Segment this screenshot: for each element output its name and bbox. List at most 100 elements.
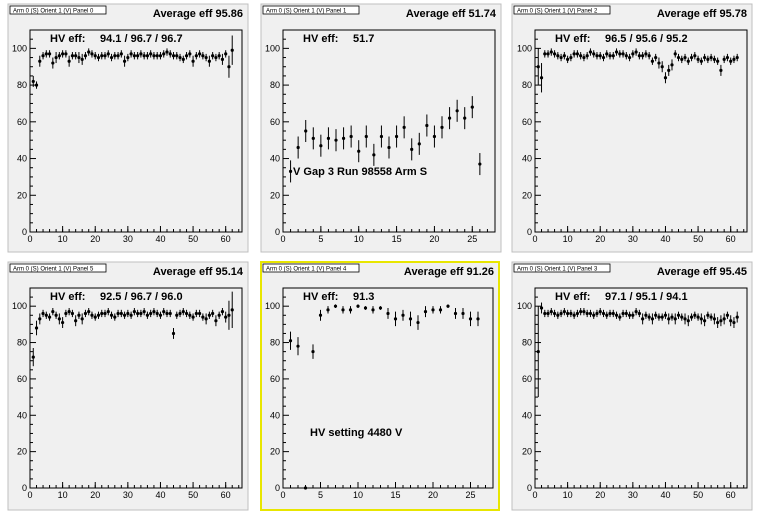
data-point (113, 315, 117, 319)
data-point (569, 311, 573, 316)
data-point (432, 134, 437, 139)
x-tick-label: 5 (318, 234, 323, 244)
y-tick-label: 0 (22, 483, 27, 493)
pad-title-box (513, 5, 611, 15)
data-point (401, 313, 405, 317)
data-point (224, 52, 228, 56)
y-tick-label: 0 (275, 227, 280, 237)
y-tick-label: 0 (527, 483, 532, 493)
x-tick-label: 60 (726, 234, 736, 244)
x-tick-label: 20 (90, 234, 100, 244)
data-point (136, 311, 140, 316)
data-point (149, 311, 153, 316)
data-point (579, 310, 583, 314)
hv-eff-values: 51.7 (353, 33, 374, 45)
average-eff-label: Average eff 51.74 (406, 8, 497, 20)
y-tick-label: 40 (270, 154, 280, 164)
data-point (227, 65, 231, 69)
data-point (175, 54, 179, 58)
panel-5[interactable]: Arm 0 (S) Orient 1 (V) Panel 3 Average ef… (511, 261, 753, 511)
data-point (657, 61, 661, 65)
data-point (288, 339, 293, 343)
data-point (552, 52, 557, 56)
data-point (80, 317, 84, 321)
pad-title: Arm 0 (S) Orient 1 (V) Panel 3 (517, 267, 598, 273)
pad-title: Arm 0 (S) Orient 1 (V) Panel 5 (13, 267, 94, 273)
data-point (455, 109, 459, 113)
data-point (634, 310, 638, 314)
data-point (608, 54, 612, 58)
data-point (87, 50, 91, 54)
y-tick-label: 0 (275, 483, 280, 493)
data-point (618, 315, 622, 319)
data-point (601, 55, 606, 60)
data-point (703, 55, 707, 60)
data-point (319, 144, 323, 148)
data-point (732, 320, 736, 325)
data-point (341, 136, 346, 140)
pad-title-box (262, 5, 360, 15)
data-point (618, 52, 622, 56)
data-point (70, 54, 74, 58)
data-point (637, 311, 641, 316)
hv-eff-values: 94.1 / 96.7 / 96.7 (100, 33, 183, 45)
data-point (575, 52, 580, 56)
data-point (318, 313, 323, 317)
data-point (61, 52, 65, 56)
panel-0[interactable]: Arm 0 (S) Orient 1 (V) Panel 0 Average ef… (7, 3, 249, 253)
x-tick-label: 50 (693, 234, 703, 244)
data-point (719, 68, 723, 72)
y-tick-label: 20 (270, 447, 280, 457)
data-point (288, 169, 293, 173)
data-point (132, 310, 136, 314)
data-point (627, 55, 632, 60)
data-point (31, 355, 35, 359)
data-point (732, 57, 736, 61)
data-point (356, 304, 360, 308)
data-point (142, 54, 146, 58)
data-point (598, 310, 602, 314)
x-tick-label: 25 (465, 490, 475, 500)
panel-1[interactable]: Arm 0 (S) Orient 1 (V) Panel 1 Average ef… (260, 3, 502, 253)
data-point (155, 311, 159, 316)
panel-2[interactable]: Arm 0 (S) Orient 1 (V) Panel 2 Average ef… (511, 3, 753, 253)
data-point (142, 310, 146, 314)
data-point (562, 310, 566, 314)
data-point (171, 54, 176, 58)
y-tick-label: 40 (17, 154, 27, 164)
y-tick-label: 40 (270, 410, 280, 420)
data-point (431, 308, 435, 312)
data-point (393, 317, 398, 321)
data-point (654, 55, 658, 60)
data-point (667, 317, 671, 321)
data-point (663, 313, 668, 317)
panel-3[interactable]: Arm 0 (S) Orient 1 (V) Panel 5 Average ef… (7, 261, 249, 511)
y-tick-label: 100 (12, 301, 27, 311)
y-tick-label: 60 (270, 117, 280, 127)
data-point (188, 52, 192, 56)
data-point (93, 54, 97, 58)
y-tick-label: 60 (17, 374, 27, 384)
data-point (386, 311, 390, 316)
data-point (152, 310, 156, 314)
pad-background (7, 3, 249, 253)
x-tick-label: 30 (628, 234, 638, 244)
data-point (155, 54, 159, 58)
x-tick-label: 60 (726, 490, 736, 500)
data-point (729, 59, 733, 63)
data-point (83, 311, 88, 316)
data-point (145, 313, 150, 317)
data-point (64, 52, 68, 56)
x-tick-label: 60 (221, 234, 231, 244)
data-point (468, 317, 473, 321)
data-point (670, 315, 674, 319)
data-point (198, 52, 202, 56)
data-point (447, 116, 452, 120)
data-point (379, 134, 384, 139)
data-point (116, 311, 120, 316)
data-point (611, 311, 615, 316)
y-tick-label: 40 (17, 410, 27, 420)
data-point (214, 319, 218, 323)
x-tick-label: 10 (563, 490, 573, 500)
panel-4[interactable]: Arm 0 (S) Orient 1 (V) Panel 4 Average ef… (260, 261, 500, 511)
